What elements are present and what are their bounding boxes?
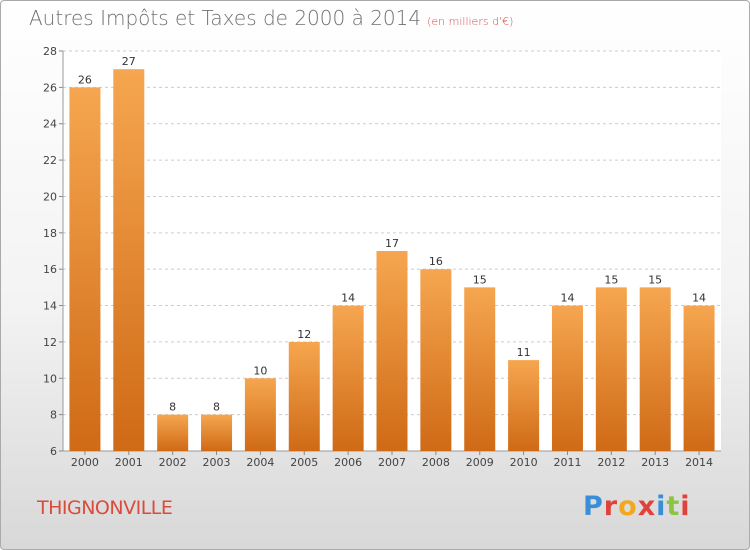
y-tick-label: 28 [43, 45, 57, 58]
x-tick-label: 2009 [466, 456, 494, 469]
bar-value-label: 14 [560, 292, 574, 305]
bar [595, 287, 627, 451]
bar [201, 414, 233, 451]
bar-value-label: 15 [604, 273, 618, 286]
bar [683, 305, 715, 451]
logo-letter: t [666, 491, 681, 522]
bar-value-label: 8 [169, 401, 176, 414]
bar-value-label: 8 [213, 401, 220, 414]
logo-letter: i [656, 491, 667, 522]
y-tick-label: 14 [43, 300, 57, 313]
x-tick-label: 2005 [290, 456, 318, 469]
bar-value-label: 17 [385, 237, 399, 250]
bar [244, 378, 276, 451]
y-tick-label: 22 [43, 154, 57, 167]
x-tick-label: 2006 [334, 456, 362, 469]
y-tick-label: 24 [43, 118, 57, 131]
bar-value-label: 14 [692, 292, 706, 305]
bar [639, 287, 671, 451]
y-tick-label: 20 [43, 190, 57, 203]
bar-value-label: 15 [648, 273, 662, 286]
x-tick-label: 2012 [597, 456, 625, 469]
chart-title-text: Autres Impôts et Taxes de 2000 à 2014 [29, 6, 422, 30]
bar-value-label: 14 [341, 292, 355, 305]
bar [157, 414, 189, 451]
x-tick-label: 2013 [641, 456, 669, 469]
y-tick-label: 8 [50, 409, 57, 422]
x-tick-label: 2004 [246, 456, 274, 469]
y-tick-label: 12 [43, 336, 57, 349]
bar [69, 87, 101, 451]
bar-value-label: 15 [473, 273, 487, 286]
x-tick-label: 2007 [378, 456, 406, 469]
x-tick-label: 2014 [685, 456, 713, 469]
bar [113, 69, 145, 451]
bar [376, 251, 408, 451]
chart-title: Autres Impôts et Taxes de 2000 à 2014 (en… [29, 6, 513, 30]
bar [508, 360, 540, 451]
logo-letter: P [583, 491, 604, 522]
x-tick-label: 2002 [159, 456, 187, 469]
x-tick-label: 2010 [510, 456, 538, 469]
x-tick-label: 2008 [422, 456, 450, 469]
bar-value-label: 10 [253, 364, 267, 377]
x-tick-label: 2001 [115, 456, 143, 469]
bar-value-label: 16 [429, 255, 443, 268]
x-tick-label: 2011 [553, 456, 581, 469]
commune-name: THIGNONVILLE [37, 497, 173, 519]
bar-value-label: 26 [78, 73, 92, 86]
logo-letter: i [680, 491, 691, 522]
bar-value-label: 12 [297, 328, 311, 341]
bar [332, 305, 364, 451]
bar-value-label: 27 [122, 55, 136, 68]
bar [464, 287, 496, 451]
bar [420, 269, 452, 451]
logo-letter: o [618, 491, 638, 522]
bar [551, 305, 583, 451]
x-tick-label: 2003 [203, 456, 231, 469]
x-tick-label: 2000 [71, 456, 99, 469]
bar [288, 341, 320, 451]
logo-letter: r [603, 491, 619, 522]
y-tick-label: 18 [43, 227, 57, 240]
logo-letter: x [637, 491, 657, 522]
bar-value-label: 11 [517, 346, 531, 359]
y-tick-label: 6 [50, 445, 57, 458]
y-tick-label: 16 [43, 263, 57, 276]
proxiti-logo[interactable]: Proxiti [583, 491, 691, 522]
chart-subtitle: (en milliers d'€) [427, 15, 514, 28]
y-tick-label: 10 [43, 372, 57, 385]
y-tick-label: 26 [43, 81, 57, 94]
